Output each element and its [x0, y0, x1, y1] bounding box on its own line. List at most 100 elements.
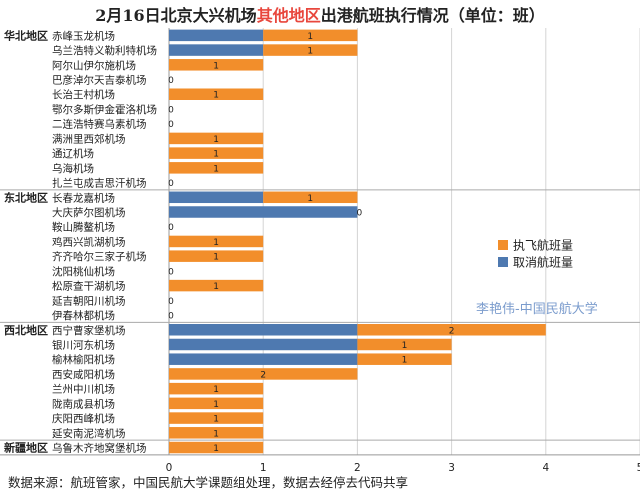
bar: [169, 59, 264, 71]
category-label: 乌海机场: [52, 162, 94, 175]
data-label: 1: [213, 444, 219, 454]
data-label: 0: [168, 105, 174, 115]
data-label: 1: [213, 91, 219, 101]
bar: [169, 368, 358, 380]
data-label: 1: [213, 150, 219, 160]
category-label: 赤峰玉龙机场: [52, 29, 115, 42]
legend-swatch: [498, 257, 508, 267]
data-label: 1: [213, 282, 219, 292]
category-label: 银川河东机场: [52, 338, 115, 351]
bar: [169, 132, 264, 145]
group-label: 华北地区: [4, 28, 48, 42]
category-label: 陇南成县机场: [52, 397, 115, 410]
data-label: 1: [213, 135, 219, 145]
legend-label: 执飞航班量: [513, 238, 573, 253]
category-label: 延安南泥湾机场: [52, 427, 126, 440]
category-label: 大庆萨尔图机场: [52, 206, 126, 219]
bar: [357, 353, 452, 365]
bar: [169, 353, 358, 365]
x-tick-label: 5: [637, 462, 640, 474]
bar: [169, 147, 264, 159]
group-label: 西北地区: [4, 323, 48, 337]
data-label: 1: [213, 61, 219, 71]
category-label: 鸡西兴凯湖机场: [52, 235, 126, 248]
category-label: 长治王村机场: [52, 88, 115, 101]
x-tick-label: 4: [542, 462, 549, 474]
bar: [169, 324, 358, 336]
category-label: 兰州中川机场: [52, 383, 115, 396]
bar: [263, 44, 358, 56]
bar: [263, 191, 358, 204]
category-label: 乌鲁木齐地窝堡机场: [52, 442, 147, 455]
data-label: 1: [307, 194, 313, 204]
category-label: 乌兰浩特义勒利特机场: [52, 44, 157, 57]
bar: [169, 338, 358, 351]
chart-title: 2月16日北京大兴机场其他地区出港航班执行情况（单位：班）: [0, 2, 640, 26]
bar: [169, 206, 358, 218]
bar: [169, 29, 264, 42]
data-label: 0: [168, 120, 174, 130]
category-label: 鄂尔多斯伊金霍洛机场: [52, 103, 157, 116]
data-label: 0: [168, 267, 174, 277]
legend-swatch: [498, 240, 508, 250]
data-label: 1: [213, 385, 219, 395]
category-label: 沈阳桃仙机场: [52, 265, 115, 278]
category-label: 二连浩特赛乌素机场: [52, 118, 147, 131]
data-label: 2: [260, 370, 266, 380]
category-label: 满洲里西郊机场: [52, 132, 126, 145]
data-label: 0: [357, 209, 363, 219]
data-label: 1: [213, 400, 219, 410]
category-label: 阿尔山伊尔施机场: [52, 59, 136, 72]
category-label: 松原查干湖机场: [52, 280, 126, 293]
category-label: 鞍山腾鳌机场: [52, 221, 115, 234]
data-label: 1: [213, 429, 219, 439]
bar: [169, 412, 264, 424]
data-label: 0: [168, 312, 174, 322]
title-prefix: 2月16日北京大兴机场: [95, 6, 257, 25]
data-label: 2: [449, 326, 455, 336]
title-highlight: 其他地区: [256, 6, 321, 25]
category-label: 西宁曹家堡机场: [52, 324, 126, 337]
bar: [263, 29, 358, 42]
group-label: 东北地区: [4, 190, 48, 204]
x-tick-label: 3: [448, 462, 455, 474]
bar: [169, 427, 264, 439]
data-label: 1: [213, 253, 219, 263]
category-label: 伊春林都机场: [52, 309, 115, 322]
bar: [169, 88, 264, 100]
bar: [169, 382, 264, 395]
title-suffix: 出港航班执行情况（单位：班）: [320, 6, 545, 25]
bar: [169, 441, 264, 454]
x-tick-label: 0: [166, 462, 173, 474]
bar: [357, 324, 546, 336]
bar: [169, 250, 264, 262]
category-label: 巴彦淖尔天吉泰机场: [52, 74, 147, 87]
bar: [169, 397, 264, 410]
data-label: 1: [307, 47, 313, 57]
data-label: 1: [307, 32, 313, 42]
data-label: 1: [402, 356, 408, 366]
legend-label: 取消航班量: [513, 255, 573, 270]
data-label: 1: [213, 415, 219, 425]
bar: [169, 162, 264, 174]
category-label: 庆阳西峰机场: [52, 412, 115, 425]
category-label: 榆林榆阳机场: [52, 353, 115, 366]
category-label: 扎兰屯成吉思汗机场: [52, 177, 147, 190]
bar: [169, 44, 264, 56]
category-label: 通辽机场: [52, 147, 94, 160]
bar: [357, 338, 452, 351]
category-label: 西安咸阳机场: [52, 368, 115, 381]
bar: [169, 235, 264, 248]
data-label: 0: [168, 223, 174, 233]
group-label: 新疆地区: [4, 441, 48, 455]
data-label: 0: [168, 76, 174, 86]
data-label: 1: [402, 341, 408, 351]
data-source-note: 数据来源：航班管家，中国民航大学课题组处理，数据去经停去代码共享: [8, 475, 409, 490]
data-label: 0: [168, 179, 174, 189]
bar: [169, 191, 264, 204]
category-label: 延吉朝阳川机场: [52, 294, 126, 307]
category-label: 齐齐哈尔三家子机场: [52, 250, 147, 263]
watermark: 李艳伟-中国民航大学: [476, 302, 598, 317]
x-tick-label: 1: [260, 462, 267, 474]
